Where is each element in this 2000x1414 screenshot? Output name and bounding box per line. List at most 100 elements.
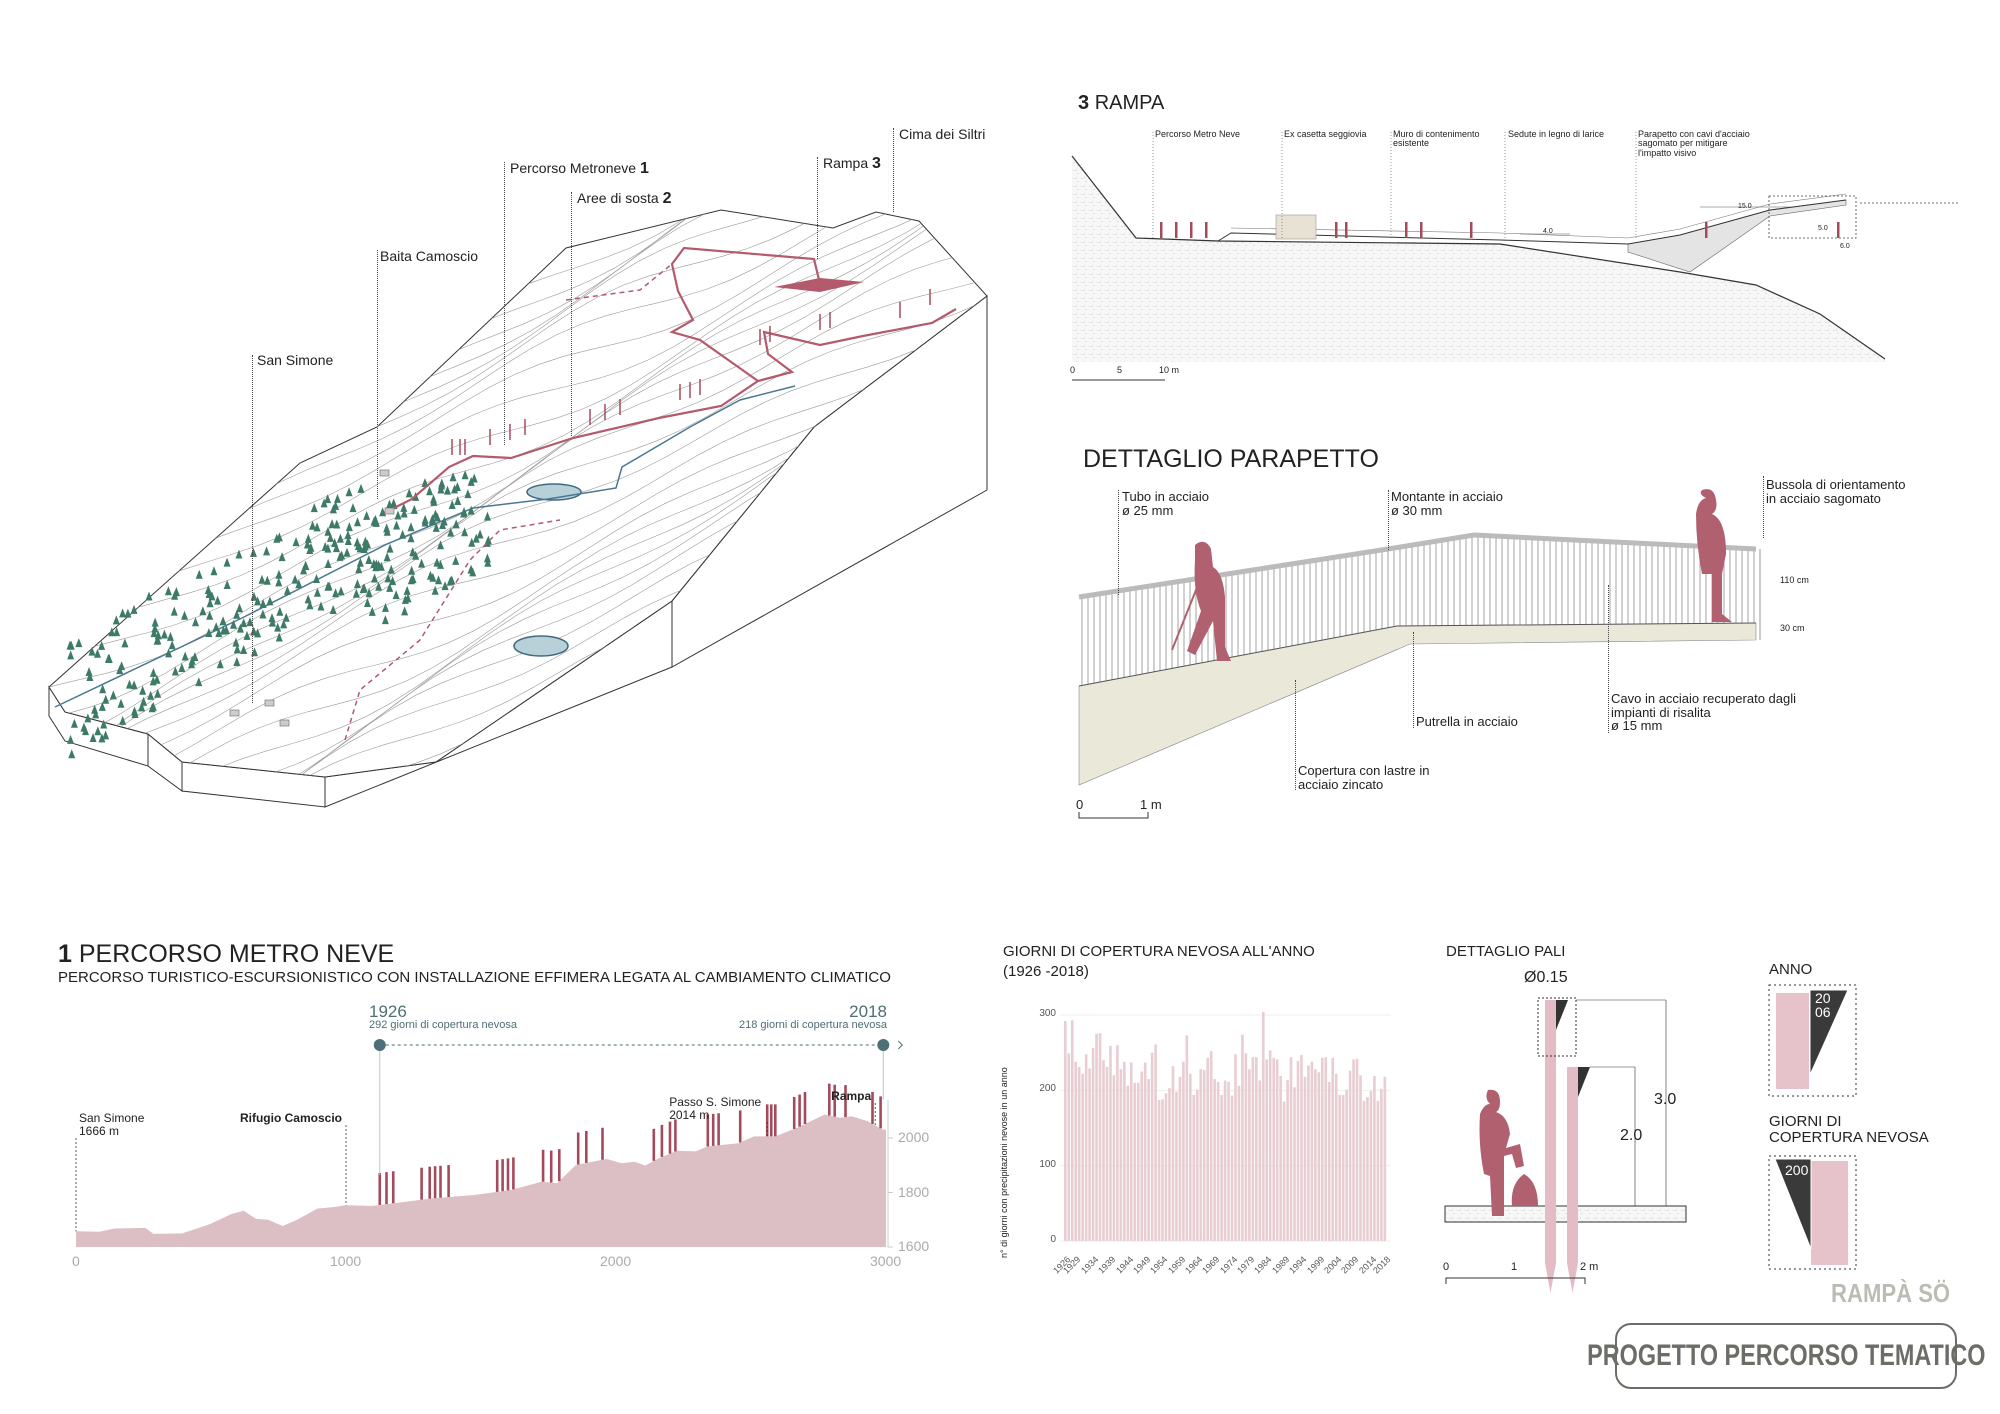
bar (1317, 1072, 1321, 1241)
label-line: Cavo in acciaio recuperato dagli (1611, 691, 1796, 706)
tree-icon (140, 696, 148, 706)
tree-icon (407, 522, 415, 532)
tree-icon (375, 560, 383, 570)
tree-icon (138, 702, 146, 712)
tree-icon (352, 588, 360, 598)
tree-icon (172, 586, 180, 596)
bar (1185, 1035, 1189, 1241)
tree-icon (92, 709, 100, 719)
tree-icon (215, 628, 223, 638)
bar (1102, 1060, 1105, 1241)
snow-pole-bar (769, 1104, 773, 1137)
contour-line (49, 234, 987, 721)
leader-line (893, 128, 894, 212)
tree-icon (321, 541, 329, 551)
tree-icon (303, 539, 311, 549)
legend-anno-title: ANNO (1769, 961, 1813, 978)
x-tick-label: 1000 (330, 1253, 362, 1269)
tree-icon (400, 508, 408, 518)
tree-icon (300, 565, 308, 575)
pole-legend-drawing (1768, 984, 1857, 1270)
bar (1348, 1070, 1352, 1241)
tree-icon (449, 472, 457, 482)
walkway-deck (1217, 199, 1847, 245)
bar (1303, 1076, 1307, 1241)
bar (1126, 1085, 1130, 1241)
tree-icon (405, 488, 413, 498)
bar (1154, 1044, 1157, 1241)
tree-icon (80, 722, 88, 732)
tree-icon (324, 558, 332, 568)
bar-chart-subtitle: (1926 -2018) (1003, 963, 1089, 980)
tree-icon (121, 638, 129, 648)
bar (1171, 1066, 1175, 1241)
bar (1296, 1061, 1300, 1241)
snow-pole-bar (711, 1113, 715, 1146)
brand-logo: RAMPÀ SÖ (1830, 1278, 1950, 1308)
bar (1064, 1021, 1067, 1241)
rampa-title: 3 RAMPA (1078, 93, 1164, 114)
end-snow-days: 218 giorni di copertura nevosa (739, 1019, 887, 1031)
person-figure (1405, 222, 1408, 238)
tree-icon (168, 640, 176, 650)
leader-line (377, 250, 378, 499)
tree-icon (88, 646, 96, 656)
bar (1161, 1099, 1164, 1241)
snow-pole-bar (549, 1150, 553, 1183)
tree-icon (437, 540, 445, 550)
section-number: 3 (1078, 92, 1090, 114)
tree-icon (368, 606, 376, 616)
label-montante: Montante in acciaio ø 30 mm (1391, 490, 1503, 517)
tree-icon (276, 606, 284, 616)
scale-label: 0 (1443, 1261, 1450, 1273)
bar (1202, 1070, 1206, 1241)
bar (1192, 1094, 1196, 1241)
tree-icon (236, 623, 244, 633)
tree-icon (236, 603, 244, 613)
tree-icon (447, 527, 455, 537)
tree-icon (410, 504, 418, 514)
tree-icon (363, 597, 371, 607)
tree-icon (345, 522, 353, 532)
tree-icon (282, 612, 290, 622)
snow-pole-bar (433, 1166, 437, 1199)
tree-icon (428, 514, 436, 524)
tree-icon (317, 601, 325, 611)
tree-icon (192, 617, 200, 627)
tree-icon (160, 629, 168, 639)
tree-icon (210, 566, 218, 576)
tree-icon (421, 478, 429, 488)
snow-pole-bar (717, 1113, 720, 1146)
lake (513, 635, 569, 657)
tree-icon (440, 516, 448, 526)
bar (1248, 1069, 1251, 1241)
tree-icon (344, 535, 352, 545)
tree-icon (404, 593, 412, 603)
contour-line (49, 251, 987, 748)
y-tick-label: 100 (1039, 1158, 1056, 1170)
profile-annotation: Passo S. Simone 2014 m (669, 1096, 761, 1121)
legend-box-anno (1768, 984, 1857, 1097)
tree-icon (131, 709, 139, 719)
snow-days-flag-icon (1774, 1158, 1812, 1250)
tree-icon (93, 648, 101, 658)
bar (1366, 1097, 1369, 1241)
snow-pole-bar (652, 1128, 656, 1161)
trekking-pole (1171, 579, 1201, 651)
tree-icon (164, 586, 172, 596)
contour-line (49, 210, 987, 677)
tree-icon (437, 484, 445, 494)
tree-icon (113, 627, 121, 637)
bar (1341, 1094, 1345, 1241)
wood-pole-icon (1776, 993, 1809, 1089)
y-tick-label: 0 (1050, 1234, 1056, 1245)
tree-icon (85, 666, 93, 676)
y-tick-label: 300 (1039, 1008, 1056, 1019)
tree-icon (409, 547, 417, 557)
leader-line (504, 162, 505, 445)
ground-slab (1444, 1205, 1687, 1223)
rampa-platform (774, 278, 864, 292)
x-tick-label: 2000 (600, 1253, 632, 1269)
tree-icon (381, 615, 389, 625)
tree-icon (100, 719, 108, 729)
